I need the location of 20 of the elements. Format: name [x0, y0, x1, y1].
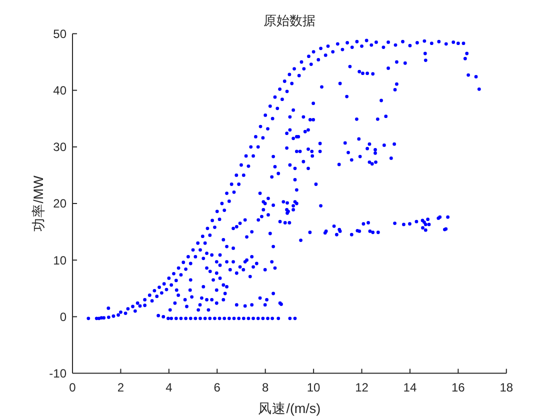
x-tick-label: 2 — [117, 380, 124, 394]
y-tick-label: 10 — [53, 253, 66, 268]
x-tick-label: 18 — [500, 380, 514, 394]
y-tick-label: -10 — [49, 366, 66, 380]
y-axis-title: 功率/MW — [31, 176, 46, 232]
x-tick-label: 6 — [214, 380, 220, 394]
x-tick-label: 0 — [69, 380, 76, 394]
x-tick-label: 16 — [452, 380, 465, 394]
y-tick-label: 0 — [60, 310, 66, 324]
y-tick-label: 40 — [53, 84, 66, 98]
x-tick-label: 4 — [166, 380, 172, 394]
y-tick-label: 30 — [53, 140, 66, 154]
title: 原始数据 — [263, 13, 316, 28]
y-tick-label: 50 — [53, 26, 66, 41]
x-axis-title: 风速/(m/s) — [258, 401, 321, 416]
x-tick-label: 8 — [262, 380, 269, 394]
x-tick-label: 10 — [306, 380, 320, 394]
y-tick-label: 20 — [53, 196, 66, 211]
x-tick-label: 14 — [403, 380, 417, 394]
x-tick-label: 12 — [355, 380, 368, 394]
